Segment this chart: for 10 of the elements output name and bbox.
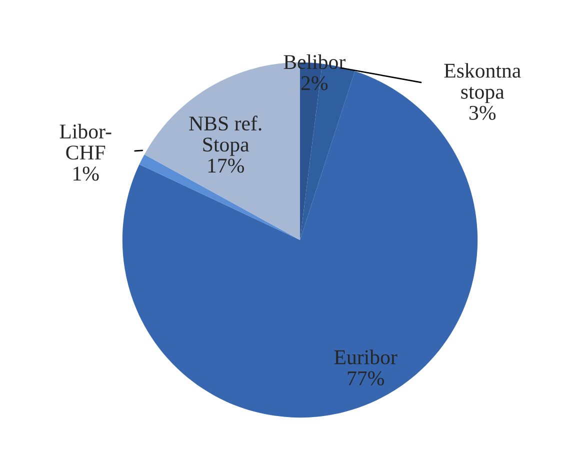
slice-label: Belibor xyxy=(284,54,346,70)
slice-label: Libor- CHF xyxy=(60,124,112,160)
data-label: 2% xyxy=(301,76,328,90)
slice-label: Eskontna stopa xyxy=(444,63,521,104)
data-label: 77% xyxy=(348,371,384,386)
slice-label: Euribor xyxy=(334,350,398,364)
data-label: 3% xyxy=(470,106,496,120)
data-label: 17% xyxy=(208,158,244,173)
slice-label: NBS ref. Stopa xyxy=(189,116,262,156)
data-label: 1% xyxy=(74,166,99,181)
